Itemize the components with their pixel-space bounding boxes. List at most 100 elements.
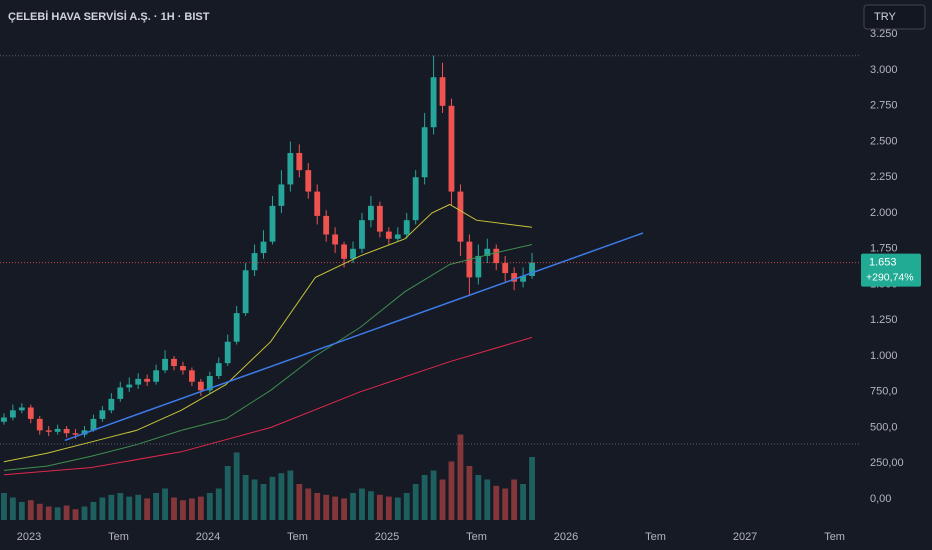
currency-button[interactable]: [863, 4, 926, 30]
y-tick-label: 2.500: [870, 135, 898, 147]
y-tick-label: 2.750: [870, 100, 898, 112]
candle-body: [36, 418, 43, 431]
candle-body: [341, 244, 347, 259]
candle-body: [54, 428, 61, 432]
candle-body: [233, 313, 240, 342]
volume-bar: [493, 485, 500, 520]
candle-body: [296, 152, 303, 171]
candle-body: [45, 430, 52, 432]
volume-bar: [1, 493, 7, 520]
volume-bar: [180, 500, 186, 520]
candle-body: [99, 410, 106, 419]
y-tick-label: 3.000: [870, 64, 898, 76]
volume-bar: [385, 496, 392, 520]
volume-bar: [394, 497, 401, 520]
x-tick-label: Tem: [824, 531, 845, 543]
candle-body: [135, 378, 142, 385]
candle-body: [439, 77, 446, 106]
currency-label[interactable]: TRY: [874, 11, 896, 23]
volume-bar: [144, 498, 151, 520]
candle-body: [359, 220, 365, 249]
candle-body: [484, 248, 491, 256]
volume-bar: [9, 497, 16, 520]
volume-bar: [323, 494, 330, 520]
volume-bar: [27, 500, 34, 520]
volume-bar: [350, 493, 356, 520]
candle-body: [368, 205, 374, 221]
candle-body: [323, 215, 330, 235]
candle-body: [1, 417, 7, 422]
candle-body: [188, 370, 195, 382]
candle-body: [171, 358, 177, 367]
indicator-line: [3, 244, 533, 471]
volume-bar: [430, 470, 437, 520]
candle-body: [18, 407, 25, 411]
volume-bar: [63, 505, 70, 520]
volume-bar: [36, 503, 43, 520]
volume-bar: [99, 497, 106, 520]
candle-body: [260, 241, 267, 254]
chart-title: ÇELEBİ HAVA SERVİSİ A.Ş. · 1H · BIST: [8, 10, 210, 23]
candle-body: [206, 376, 213, 391]
candle-body: [108, 398, 115, 411]
candle-body: [90, 418, 97, 431]
volume-bar: [529, 457, 535, 520]
volume-bar: [90, 502, 97, 520]
volume-bar: [153, 493, 160, 520]
candle-body: [278, 184, 285, 206]
volume-bar: [81, 506, 88, 520]
y-tick-label: 750,0: [870, 386, 898, 398]
indicator-line: [3, 203, 533, 463]
volume-bar: [224, 466, 231, 520]
candle-body: [493, 248, 500, 264]
candle-body: [520, 275, 526, 282]
indicator-line: [64, 232, 644, 442]
last-price-label: 1.653: [869, 257, 897, 269]
candle-body: [63, 428, 70, 434]
volume-bar: [278, 473, 285, 520]
x-tick-label: Tem: [645, 531, 666, 543]
volume-bar: [18, 502, 25, 520]
volume-bar: [251, 479, 258, 520]
candle-body: [81, 430, 88, 435]
volume-bar: [359, 488, 365, 520]
candle-body: [529, 262, 535, 276]
x-tick-label: Tem: [466, 531, 487, 543]
y-tick-label: 500,0: [870, 421, 898, 433]
volume-bar: [108, 494, 115, 520]
volume-bar: [332, 496, 339, 520]
volume-bar: [412, 484, 419, 520]
candle-body: [502, 263, 509, 274]
volume-bar: [314, 493, 321, 520]
volume-bar: [233, 452, 240, 520]
candle-body: [412, 177, 419, 221]
candle-body: [403, 220, 410, 235]
candle-body: [180, 366, 186, 371]
volume-bar: [368, 491, 374, 520]
volume-bar: [206, 493, 213, 520]
volume-bar: [45, 506, 52, 520]
volume-bar: [260, 484, 267, 520]
candle-body: [162, 358, 168, 371]
y-tick-label: 250,00: [870, 457, 904, 469]
candle-body: [457, 191, 464, 242]
indicator-line: [3, 336, 533, 476]
candle-body: [385, 231, 392, 239]
volume-bar: [72, 509, 79, 520]
volume-bar: [215, 488, 222, 520]
candle-body: [242, 270, 249, 314]
candle-body: [9, 410, 16, 418]
x-tick-label: 2025: [375, 531, 399, 543]
volume-bar: [242, 475, 249, 520]
y-tick-label: 3.250: [870, 28, 898, 40]
volume-bar: [475, 475, 482, 520]
x-tick-label: 2023: [17, 531, 41, 543]
volume-bar: [287, 470, 294, 520]
candle-body: [511, 273, 518, 282]
volume-bar: [171, 497, 177, 520]
candle-body: [197, 381, 204, 391]
candle-body: [269, 205, 276, 242]
y-tick-label: 0,00: [870, 493, 891, 505]
volume-bar: [484, 479, 491, 520]
